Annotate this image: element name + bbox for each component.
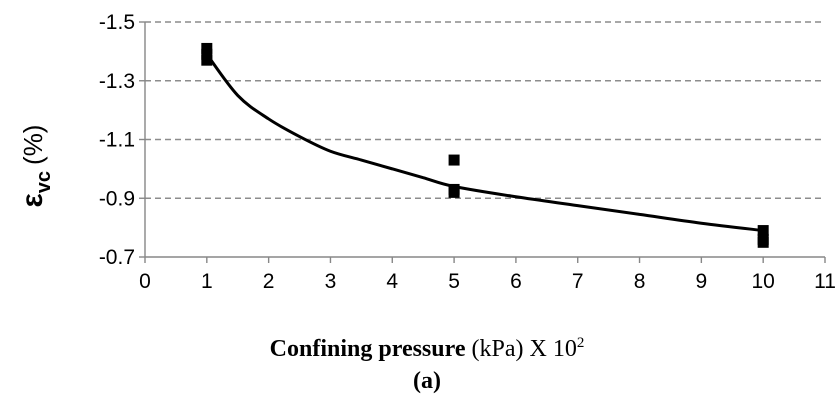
data-point	[201, 48, 213, 60]
gridlines	[145, 21, 825, 199]
x-tick-label: 10	[752, 270, 775, 293]
y-tick-label: -0.9	[99, 187, 135, 210]
y-label-symbol: ε	[16, 193, 49, 207]
x-label-multiplier: X 10	[529, 336, 576, 362]
x-tick-label: 11	[814, 270, 836, 293]
y-label-subscript: vc	[33, 171, 55, 193]
trend-line	[205, 53, 764, 233]
data-markers	[201, 42, 769, 248]
x-tick-label: 8	[634, 270, 646, 293]
data-point	[757, 225, 769, 237]
trend-curve	[205, 53, 764, 233]
x-label-unit: (kPa)	[472, 336, 524, 362]
y-tick-label: -1.1	[99, 129, 135, 152]
y-label-unit: (%)	[18, 125, 48, 165]
data-point	[448, 186, 460, 198]
y-tick-label: -1.5	[99, 11, 135, 34]
data-point	[448, 154, 460, 166]
data-point	[201, 54, 213, 66]
x-tick-label: 3	[325, 270, 337, 293]
x-tick-label: 9	[696, 270, 708, 293]
x-tick-label: 1	[201, 270, 213, 293]
axes	[139, 21, 826, 263]
x-label-exponent: 2	[577, 335, 585, 351]
x-axis-label: Confining pressure (kPa) X 102	[270, 335, 585, 362]
y-tick-label: -0.7	[99, 246, 135, 269]
y-tick-label: -1.3	[99, 70, 135, 93]
x-tick-label: 5	[448, 270, 460, 293]
x-tick-labels: 0 1 2 3 4 5 6 7 8 9 10 11	[139, 270, 836, 293]
x-tick-label: 2	[263, 270, 275, 293]
y-tick-labels: -1.5 -1.3 -1.1 -0.9 -0.7	[99, 11, 135, 269]
y-axis-label: εvc (%)	[16, 125, 55, 208]
x-tick-label: 7	[572, 270, 584, 293]
x-tick-label: 4	[386, 270, 398, 293]
data-point	[757, 236, 769, 248]
x-label-main: Confining pressure	[270, 336, 466, 362]
data-point	[201, 42, 213, 54]
subcaption: (a)	[413, 368, 441, 394]
x-tick-label: 0	[139, 270, 151, 293]
x-tick-label: 6	[510, 270, 522, 293]
